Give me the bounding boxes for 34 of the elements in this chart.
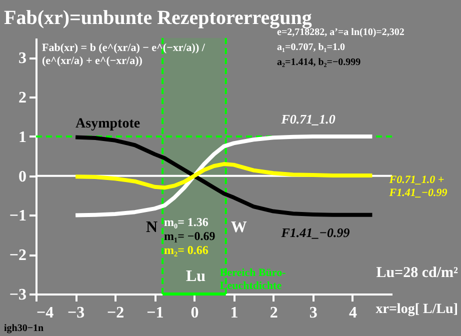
ref-line-label: W <box>230 219 247 236</box>
y-tick-label: 0 <box>18 168 26 186</box>
annotation: m₂= 0.66 <box>164 243 208 257</box>
annotation: Fab(xr) = b (e^(xr/a) − e^(−xr/a)) / (e^(xr/a) + e^(−xr/a)) <box>42 42 206 67</box>
x-tick-label: 1 <box>230 304 238 322</box>
text: e=2,718282, a’=a ln(10)=2,302 <box>277 27 404 38</box>
y-tick-label: 3 <box>18 50 26 68</box>
x-tick-label: −3 <box>67 304 85 322</box>
ref-line-label: Asymptote <box>76 116 140 132</box>
series-label: F1.41_−0.99 <box>280 225 350 240</box>
annotation: m₀= 1.36 <box>164 215 208 229</box>
x-tick-label: 2 <box>270 304 278 322</box>
annotation: m₁= −0.69 <box>164 229 216 243</box>
annotation: Lu <box>186 268 206 285</box>
x-tick-label: 4 <box>348 304 357 322</box>
annotation: a₂=1.414, b₂=−0.999 <box>277 57 361 68</box>
x-tick-label: 3 <box>309 304 318 322</box>
x-tick-label: −1 <box>146 304 164 322</box>
text: igh30−1n <box>4 323 44 334</box>
y-tick-label: −2 <box>9 247 26 264</box>
y-tick-label: −1 <box>9 208 26 225</box>
x-tick-label: −2 <box>107 304 124 322</box>
annotation: Lu=28 cd/m² <box>376 265 458 281</box>
x-tick-label: 0 <box>190 304 199 322</box>
series-label: F0.71_1.0 + F1.41_−0.99 <box>388 174 448 199</box>
y-tick-label: 2 <box>18 90 26 107</box>
annotation: a₁=0.707, b₁=1.0 <box>277 42 345 53</box>
y-tick-label: 1 <box>18 128 26 146</box>
chart-title: Fab(xr)=unbunte Rezeptorerregung <box>4 7 312 29</box>
x-tick-label: −4 <box>36 304 54 322</box>
y-tick-label: −3 <box>9 286 26 304</box>
x-axis-title: xr=log[ L/Lu] <box>376 302 458 317</box>
ref-line-label: N <box>146 219 158 236</box>
series-label: F0.71_1.0 <box>280 112 336 127</box>
